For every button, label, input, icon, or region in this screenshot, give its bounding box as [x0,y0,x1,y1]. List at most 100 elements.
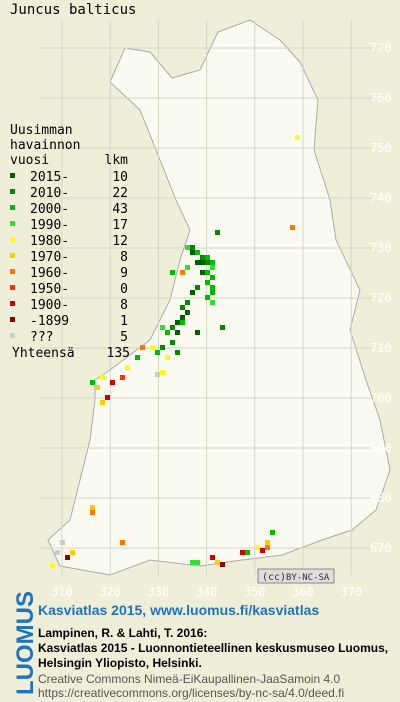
occurrence-square [120,375,125,380]
occurrence-square [215,230,220,235]
y-grid-label: 730 [370,241,392,255]
legend-label: 1900- [30,298,69,313]
occurrence-square [240,550,245,555]
occurrence-square [210,555,215,560]
occurrence-square [170,270,175,275]
species-title: Juncus balticus [10,2,136,18]
occurrence-square [90,505,95,510]
occurrence-square [170,325,175,330]
occurrence-square [220,325,225,330]
y-grid-label: 700 [370,391,392,405]
occurrence-square [100,375,105,380]
license-url[interactable]: https://creativecommons.org/licenses/by-… [38,686,344,700]
occurrence-square [135,355,140,360]
x-grid-label: 370 [340,585,362,599]
legend-heading: havainnon [10,138,80,153]
occurrence-square [175,350,180,355]
occurrence-square [90,510,95,515]
legend-count: 5 [120,330,128,345]
y-grid-label: 680 [370,491,392,505]
occurrence-square [190,560,195,565]
y-grid-label: 710 [370,341,392,355]
occurrence-square [290,225,295,230]
legend-total-label: Yhteensä [12,346,75,361]
citation: Lampinen, R. & Lahti, T. 2016: [38,626,207,640]
x-grid-label: 320 [99,585,121,599]
legend-label: 1990- [30,218,69,233]
legend-label: 2000- [30,202,69,217]
occurrence-squares [50,135,300,568]
legend-label: -1899 [30,314,69,329]
occurrence-square [170,340,175,345]
legend-count: 1 [120,314,128,329]
x-grid-label: 350 [244,585,266,599]
legend-swatch [10,317,15,322]
occurrence-square [185,310,190,315]
occurrence-square [185,245,190,250]
legend-label: ??? [30,330,53,345]
occurrence-square [220,562,225,567]
legend-swatch [10,301,15,306]
occurrence-square [110,380,115,385]
occurrence-square [165,330,170,335]
cc-badge: (cc) BY-NC-SA [257,568,335,584]
occurrence-square [210,265,215,270]
occurrence-square [190,290,195,295]
legend-label: 1980- [30,234,69,249]
footer-link[interactable]: Kasviatlas 2015, www.luomus.fi/kasviatla… [38,602,319,618]
occurrence-square [215,560,220,565]
legend-swatch [10,205,15,210]
occurrence-square [55,550,60,555]
legend-count: 8 [120,298,128,313]
occurrence-square [200,255,205,260]
occurrence-square [160,370,165,375]
occurrence-square [265,545,270,550]
occurrence-square [125,365,130,370]
occurrence-square [150,345,155,350]
legend-label: 1970- [30,250,69,265]
occurrence-square [195,250,200,255]
occurrence-square [180,320,185,325]
occurrence-square [180,315,185,320]
occurrence-square [180,305,185,310]
y-grid-label: 760 [370,91,392,105]
occurrence-square [105,395,110,400]
grid: 310 320 330 340 350 360 370 670 680 690 700 710 720 7… [40,20,392,599]
svg-text:(cc): (cc) [262,572,286,583]
legend-count: 10 [112,170,128,185]
occurrence-square [210,300,215,305]
occurrence-square [140,345,145,350]
license: Creative Commons Nimeä-EiKaupallinen-Jaa… [38,672,340,686]
logo: LUOMUS [12,591,39,695]
citation: Helsingin Yliopisto, Helsinki. [38,656,202,670]
legend-total: 135 [107,346,130,361]
occurrence-square [195,560,200,565]
legend-swatch [10,237,15,242]
legend-col: lkm [105,153,129,168]
occurrence-square [205,280,210,285]
occurrence-square [185,265,190,270]
legend-swatch [10,253,15,258]
occurrence-square [100,400,105,405]
legend-count: 43 [112,202,128,217]
legend-col: vuosi [10,153,49,168]
legend-count: 0 [120,282,128,297]
occurrence-square [200,260,205,265]
occurrence-square [210,290,215,295]
x-grid-label: 330 [148,585,170,599]
occurrence-square [205,295,210,300]
legend-swatch [10,221,15,226]
legend-count: 9 [120,266,128,281]
occurrence-square [165,355,170,360]
occurrence-square [205,260,210,265]
occurrence-square [160,345,165,350]
legend-swatch [10,173,15,178]
occurrence-square [210,260,215,265]
occurrence-square [175,320,180,325]
occurrence-square [180,270,185,275]
occurrence-square [210,285,215,290]
legend-count: 17 [112,218,128,233]
legend-count: 8 [120,250,128,265]
occurrence-square [265,540,270,545]
occurrence-square [295,135,300,140]
